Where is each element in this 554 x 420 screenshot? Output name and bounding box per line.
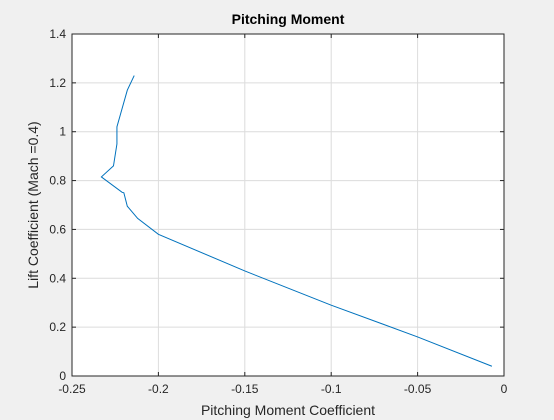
y-axis-label: Lift Coefficient (Mach =0.4) — [25, 121, 41, 288]
x-axis-label: Pitching Moment Coefficient — [201, 402, 375, 418]
y-tick-label: 1.4 — [49, 27, 66, 41]
series-line — [100, 75, 493, 367]
x-tick-label: -0.15 — [231, 382, 259, 396]
y-tick-label: 0.2 — [49, 320, 66, 334]
axes-box — [71, 33, 505, 377]
y-tick-label: 0 — [59, 369, 66, 383]
plot-area — [72, 34, 504, 376]
chart-title: Pitching Moment — [232, 11, 345, 27]
series-layer — [100, 75, 493, 367]
y-tick-label: 1 — [59, 125, 66, 139]
y-tick-label: 0.8 — [49, 174, 66, 188]
y-tick-label: 1.2 — [49, 76, 66, 90]
x-tick-label: -0.2 — [148, 382, 169, 396]
x-tick-label: -0.05 — [404, 382, 432, 396]
y-tick-label: 0.6 — [49, 222, 66, 236]
axis-ticks: -0.25 -0.2 -0.15 -0.1 -0.05 0 0 0.2 0.4 0.6 0.8 1 1.… — [49, 27, 507, 396]
x-tick-label: -0.25 — [58, 382, 86, 396]
y-tick-label: 0.4 — [49, 271, 66, 285]
x-tick-label: -0.1 — [321, 382, 342, 396]
x-tick-label: 0 — [501, 382, 508, 396]
